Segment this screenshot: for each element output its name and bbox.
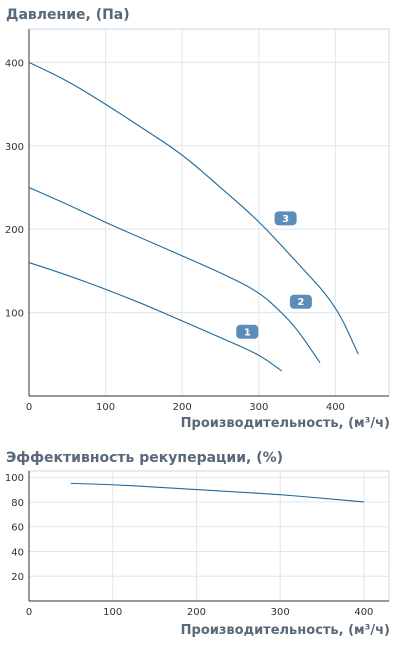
- pressure-chart-xlabel: Производительность, (м³/ч): [180, 416, 390, 431]
- efficiency-ytick-80: 80: [11, 498, 24, 509]
- efficiency-xtick-300: 300: [271, 607, 290, 618]
- efficiency-xtick-200: 200: [187, 607, 206, 618]
- efficiency-series-0-line: [70, 482, 364, 503]
- efficiency-ytick-100: 100: [5, 473, 24, 484]
- pressure-series-1-label: 1: [244, 327, 251, 338]
- pressure-series-2-badge: [289, 294, 312, 309]
- pressure-ytick-100: 100: [5, 309, 24, 320]
- pressure-ytick-200: 200: [5, 225, 24, 236]
- efficiency-ytick-20: 20: [11, 572, 24, 583]
- efficiency-chart-xlabel: Производительность, (м³/ч): [180, 623, 390, 638]
- pressure-series-3-badge: [274, 211, 297, 226]
- pressure-series-2-label: 2: [297, 297, 304, 308]
- pressure-xtick-100: 100: [96, 402, 115, 413]
- efficiency-xtick-100: 100: [103, 607, 122, 618]
- pressure-series-3-line: [28, 61, 359, 355]
- pressure-ytick-400: 400: [5, 58, 24, 69]
- pressure-series-3-label: 3: [282, 214, 289, 225]
- efficiency-ytick-40: 40: [11, 547, 24, 558]
- efficiency-ytick-60: 60: [11, 523, 24, 534]
- pressure-xtick-200: 200: [173, 402, 192, 413]
- pressure-series-2-line: [28, 186, 321, 363]
- pressure-xtick-300: 300: [249, 402, 268, 413]
- efficiency-xtick-0: 0: [26, 607, 32, 618]
- pressure-chart: 0 100 200 300 400 100 200 300 400 1 2 3: [5, 28, 390, 413]
- pressure-xtick-0: 0: [26, 402, 32, 413]
- efficiency-chart-title: Эффективность рекуперации, (%): [6, 450, 284, 466]
- pressure-series-1-badge: [236, 324, 259, 339]
- pressure-chart-title: Давление, (Па): [6, 7, 130, 23]
- pressure-ytick-300: 300: [5, 142, 24, 153]
- efficiency-xtick-400: 400: [354, 607, 373, 618]
- pressure-series-1-line: [28, 262, 283, 372]
- pressure-xtick-400: 400: [326, 402, 345, 413]
